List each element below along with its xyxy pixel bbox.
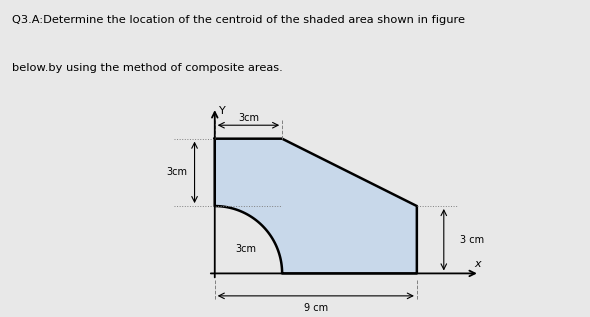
Text: 3cm: 3cm [166,167,187,178]
Text: below.by using the method of composite areas.: below.by using the method of composite a… [12,63,283,73]
Polygon shape [215,139,417,273]
Text: Q3.A:Determine the location of the centroid of the shaded area shown in figure: Q3.A:Determine the location of the centr… [12,15,465,25]
Text: x: x [474,259,481,269]
Text: 3cm: 3cm [235,244,257,254]
Text: 9 cm: 9 cm [304,303,328,313]
Text: 3 cm: 3 cm [460,235,484,245]
Text: 3cm: 3cm [238,113,259,122]
Text: Y: Y [219,106,225,116]
